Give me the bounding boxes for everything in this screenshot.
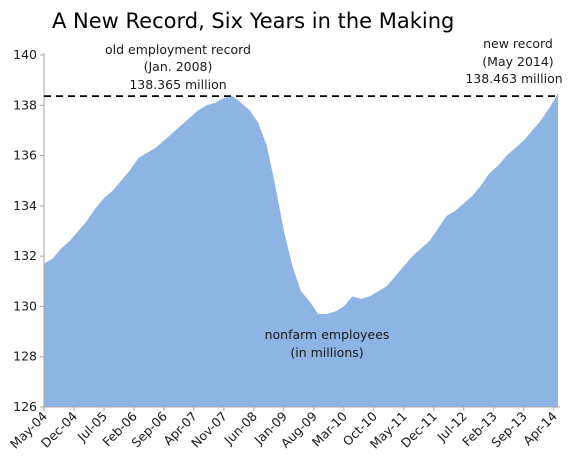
old-record-annotation-line-3: 138.365 million (129, 77, 226, 92)
y-tick-label: 136 (13, 148, 37, 163)
y-tick-label: 134 (13, 198, 37, 213)
axes (43, 53, 560, 408)
x-tick-label: Jun-08 (220, 408, 260, 448)
new-record-annotation-line-3: 138.463 million (465, 71, 562, 86)
series-annotation-line-2: (in millions) (290, 345, 363, 360)
y-tick-label: 140 (13, 47, 37, 62)
chart-title: A New Record, Six Years in the Making (52, 9, 454, 33)
y-tick-label: 128 (13, 349, 37, 364)
x-axis-ticks: May-04Dec-04Jul-05Feb-06Sep-06Apr-07Nov-… (7, 407, 560, 452)
x-tick-label: Apr-14 (520, 408, 560, 448)
old-record-annotation-line-1: old employment record (105, 42, 251, 57)
new-record-annotation-line-1: new record (483, 36, 553, 51)
y-tick-label: 138 (13, 97, 37, 112)
y-axis-ticks: 126 128 130 132 134 136 138 140 (13, 47, 44, 414)
area-series-nonfarm (44, 93, 558, 407)
new-record-annotation-line-2: (May 2014) (482, 54, 553, 69)
series-annotation-line-1: nonfarm employees (265, 327, 390, 342)
old-record-annotation-line-2: (Jan. 2008) (144, 59, 213, 74)
y-tick-label: 132 (13, 248, 37, 263)
y-tick-label: 130 (13, 298, 37, 313)
plot-area (44, 93, 558, 407)
y-tick-label: 126 (13, 399, 37, 414)
